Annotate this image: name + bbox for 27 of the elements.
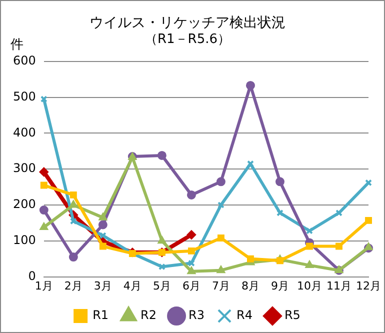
x-tick-label: 2月 bbox=[64, 279, 82, 292]
x-tick-label: 11月 bbox=[326, 279, 352, 292]
legend-label: R3 bbox=[188, 308, 204, 322]
y-axis-title: 件 bbox=[10, 37, 24, 52]
chart-title: ウイルス・リケッチア検出状況 bbox=[90, 15, 286, 32]
y-tick-label: 100 bbox=[13, 233, 36, 248]
y-tick-label: 0 bbox=[28, 268, 36, 283]
x-tick-label: 5月 bbox=[152, 279, 171, 292]
x-tick-label: 6月 bbox=[182, 279, 200, 292]
x-tick-label: 4月 bbox=[123, 279, 142, 292]
y-tick-label: 500 bbox=[13, 89, 36, 104]
x-tick-label: 10月 bbox=[296, 279, 322, 292]
legend-label: R5 bbox=[284, 308, 300, 322]
x-tick-label: 7月 bbox=[212, 279, 230, 292]
x-tick-label: 12月 bbox=[356, 279, 381, 292]
y-tick-label: 600 bbox=[13, 54, 36, 68]
y-tick-label: 300 bbox=[13, 161, 36, 176]
legend-label: R2 bbox=[140, 308, 157, 322]
chart-subtitle: （R1－R5.6） bbox=[144, 32, 231, 47]
x-tick-label: 9月 bbox=[270, 279, 289, 292]
x-tick-label: 3月 bbox=[94, 279, 112, 292]
legend-label: R4 bbox=[236, 308, 252, 322]
x-tick-label: 8月 bbox=[241, 279, 260, 292]
legend-label: R1 bbox=[92, 308, 109, 322]
x-tick-label: 1月 bbox=[34, 279, 53, 292]
y-tick-label: 400 bbox=[13, 125, 36, 140]
y-tick-label: 200 bbox=[13, 197, 36, 212]
